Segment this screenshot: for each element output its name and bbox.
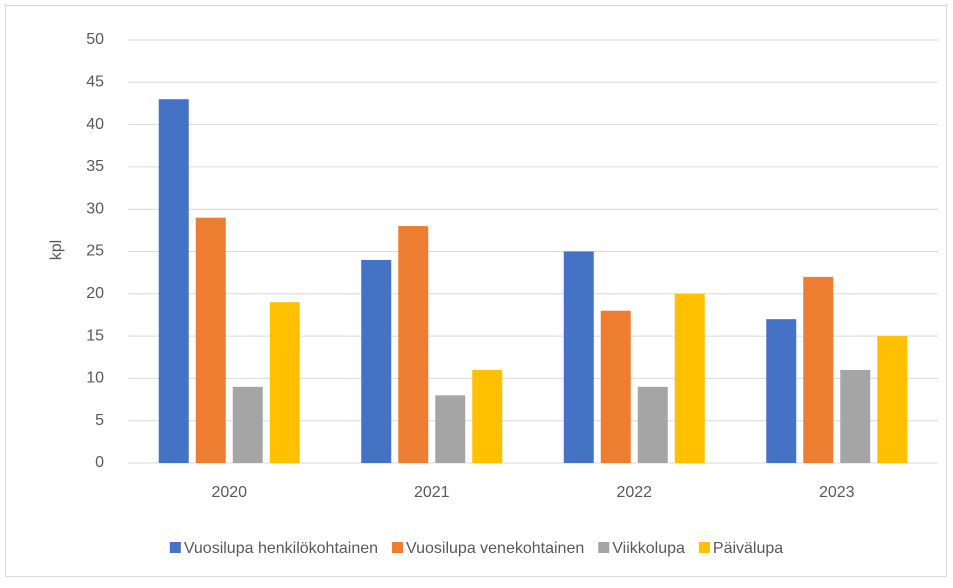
- legend-label: Viikkolupa: [612, 540, 685, 557]
- bar: [803, 276, 834, 463]
- bar: [269, 302, 300, 463]
- bar: [877, 336, 908, 463]
- y-tick-label: 25: [86, 243, 104, 260]
- bar: [674, 293, 705, 463]
- legend-label: Päivälupa: [713, 540, 783, 557]
- y-tick-label: 50: [86, 31, 104, 48]
- y-tick-label: 20: [86, 285, 104, 302]
- x-tick-label: 2020: [211, 484, 247, 501]
- legend-marker: [169, 542, 181, 553]
- y-tick-label: 5: [95, 412, 104, 429]
- y-tick-label: 35: [86, 158, 104, 175]
- bar: [435, 395, 466, 463]
- bar: [766, 319, 797, 463]
- bar: [361, 259, 392, 463]
- bar: [158, 99, 189, 463]
- bar: [563, 251, 594, 463]
- bar: [398, 226, 429, 463]
- y-tick-label: 15: [86, 327, 104, 344]
- legend-marker: [698, 542, 710, 553]
- y-tick-label: 40: [86, 116, 104, 133]
- legend-label: Vuosilupa henkilökohtainen: [184, 540, 378, 557]
- bar: [232, 386, 263, 463]
- y-tick-label: 0: [95, 454, 104, 471]
- y-axis-label: kpl: [48, 240, 65, 260]
- bar: [472, 369, 503, 463]
- y-tick-label: 30: [86, 200, 104, 217]
- x-tick-label: 2021: [414, 484, 450, 501]
- y-tick-label: 10: [86, 370, 104, 387]
- legend-marker: [598, 542, 610, 553]
- legend-marker: [392, 542, 404, 553]
- x-tick-label: 2023: [819, 484, 855, 501]
- x-tick-label: 2022: [616, 484, 652, 501]
- bar: [600, 310, 631, 463]
- bar: [195, 217, 226, 463]
- bar: [840, 369, 871, 463]
- y-tick-label: 45: [86, 74, 104, 91]
- bar: [637, 386, 668, 463]
- legend-label: Vuosilupa venekohtainen: [406, 540, 584, 557]
